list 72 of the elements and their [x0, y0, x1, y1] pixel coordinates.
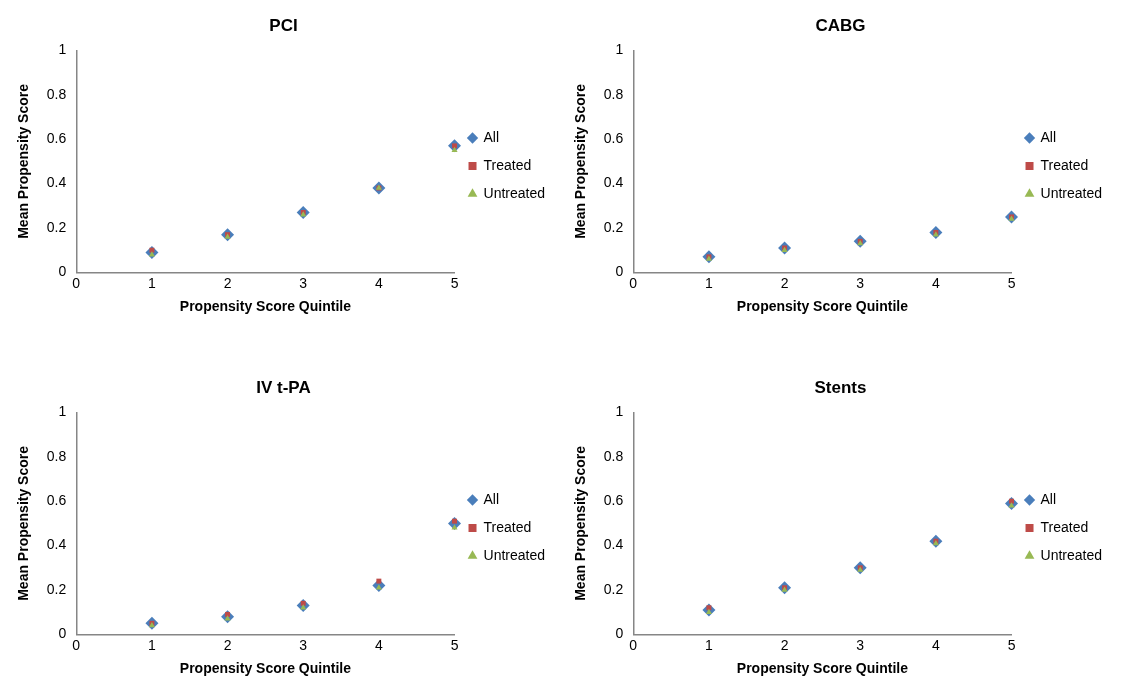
legend-label: Treated: [483, 518, 532, 535]
legend-label: All: [483, 490, 500, 507]
y-tick-label: 0.4: [46, 174, 67, 191]
y-tick-label: 0.4: [46, 536, 67, 553]
y-tick-label: 0.8: [603, 85, 624, 102]
legend-label: Untreated: [1040, 184, 1102, 201]
x-tick-label: 4: [931, 636, 940, 653]
y-tick-label: 1: [58, 403, 67, 420]
y-tick-label: 0: [58, 263, 67, 280]
legend-label: Untreated: [483, 184, 545, 201]
y-tick-label: 0.6: [603, 492, 624, 509]
x-tick-label: 5: [1007, 274, 1016, 291]
y-tick-label: 0.6: [603, 130, 624, 147]
x-tick-label: 3: [299, 636, 308, 653]
x-tick-label: 3: [856, 274, 865, 291]
x-tick-label: 0: [629, 636, 638, 653]
chart-title: PCI: [269, 15, 298, 35]
x-tick-label: 2: [223, 636, 232, 653]
y-tick-label: 0.4: [603, 174, 624, 191]
legend-label: All: [1040, 490, 1057, 507]
x-tick-label: 1: [148, 274, 157, 291]
y-tick-label: 0.4: [603, 536, 624, 553]
y-tick-label: 1: [615, 41, 624, 58]
chart-title: IV t-PA: [256, 377, 311, 397]
y-tick-label: 0.8: [46, 447, 67, 464]
y-tick-label: 0.6: [46, 492, 67, 509]
x-tick-label: 5: [450, 636, 459, 653]
x-tick-label: 0: [72, 636, 81, 653]
x-tick-label: 3: [856, 636, 865, 653]
y-tick-label: 0.2: [46, 218, 67, 235]
y-tick-label: 0.8: [46, 85, 67, 102]
legend-label: Untreated: [1040, 546, 1102, 563]
y-axis-title: Mean Propensity Score: [15, 83, 32, 239]
legend-label: Treated: [483, 156, 532, 173]
legend-label: All: [483, 128, 500, 145]
legend-label: Treated: [1040, 156, 1089, 173]
x-tick-label: 2: [780, 636, 789, 653]
y-tick-label: 0: [58, 625, 67, 642]
y-tick-label: 1: [615, 403, 624, 420]
y-tick-label: 0.6: [46, 130, 67, 147]
x-axis-title: Propensity Score Quintile: [179, 298, 352, 315]
y-axis-title: Mean Propensity Score: [572, 83, 589, 239]
legend-label: All: [1040, 128, 1057, 145]
x-axis-title: Propensity Score Quintile: [736, 298, 909, 315]
x-tick-label: 5: [450, 274, 459, 291]
x-tick-label: 0: [629, 274, 638, 291]
x-axis-title: Propensity Score Quintile: [179, 660, 352, 677]
x-axis-title: Propensity Score Quintile: [736, 660, 909, 677]
x-tick-label: 4: [374, 274, 383, 291]
x-tick-label: 1: [148, 636, 157, 653]
x-tick-label: 2: [223, 274, 232, 291]
x-tick-label: 1: [705, 636, 714, 653]
chart-title: CABG: [815, 15, 866, 35]
x-tick-label: 2: [780, 274, 789, 291]
y-tick-label: 0.2: [603, 580, 624, 597]
x-tick-label: 5: [1007, 636, 1016, 653]
y-tick-label: 0: [615, 625, 624, 642]
x-tick-label: 0: [72, 274, 81, 291]
y-tick-label: 0.2: [603, 218, 624, 235]
legend-label: Untreated: [483, 546, 545, 563]
x-tick-label: 4: [931, 274, 940, 291]
legend-label: Treated: [1040, 518, 1089, 535]
y-tick-label: 0: [615, 263, 624, 280]
y-tick-label: 0.8: [603, 447, 624, 464]
y-tick-label: 0.2: [46, 580, 67, 597]
y-tick-label: 1: [58, 41, 67, 58]
x-tick-label: 3: [299, 274, 308, 291]
y-axis-title: Mean Propensity Score: [572, 445, 589, 601]
x-tick-label: 1: [705, 274, 714, 291]
y-axis-title: Mean Propensity Score: [15, 445, 32, 601]
x-tick-label: 4: [374, 636, 383, 653]
chart-title: Stents: [814, 377, 867, 397]
